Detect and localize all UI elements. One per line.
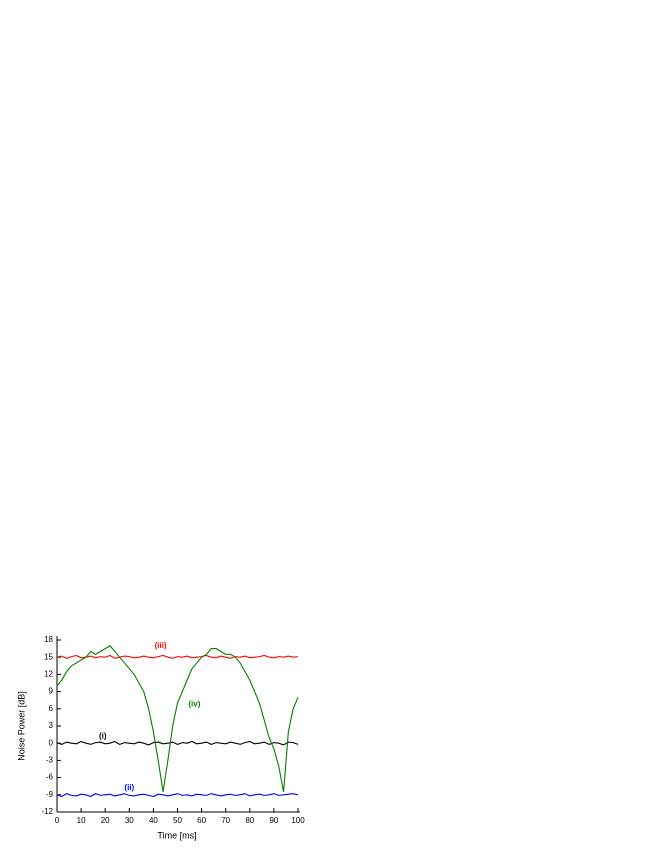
y-tick-label: 6 <box>49 704 54 713</box>
series-line <box>56 740 299 746</box>
x-tick-label: 100 <box>291 816 305 825</box>
x-tick-label: 90 <box>269 816 278 825</box>
x-tick-label: 50 <box>173 816 182 825</box>
x-tick-label: 80 <box>245 816 254 825</box>
y-tick-label: 9 <box>49 687 54 696</box>
series-line <box>56 654 299 659</box>
y-tick-label: -6 <box>46 773 54 782</box>
series-label: (ii) <box>124 783 134 792</box>
y-tick-label: 0 <box>49 738 54 747</box>
x-axis-label: Time [ms] <box>157 830 196 840</box>
x-tick-label: 10 <box>77 816 86 825</box>
x-tick-label: 30 <box>125 816 134 825</box>
x-tick-label: 40 <box>149 816 158 825</box>
x-tick-label: 0 <box>55 816 60 825</box>
series-label: (i) <box>99 731 107 740</box>
series-line <box>56 645 299 793</box>
y-axis-label: Noise Power [dB] <box>16 691 26 761</box>
y-tick-label: -12 <box>41 807 53 816</box>
series-line <box>56 793 299 798</box>
x-tick-label: 60 <box>197 816 206 825</box>
y-tick-label: 18 <box>44 635 53 644</box>
x-tick-label: 20 <box>101 816 110 825</box>
y-tick-label: -9 <box>46 790 54 799</box>
y-tick-label: 15 <box>44 652 53 661</box>
y-tick-label: 12 <box>44 670 53 679</box>
series-label: (iv) <box>188 699 200 708</box>
series-label: (iii) <box>155 641 167 650</box>
y-tick-label: -3 <box>46 756 54 765</box>
y-tick-label: 3 <box>49 721 54 730</box>
x-tick-label: 70 <box>221 816 230 825</box>
